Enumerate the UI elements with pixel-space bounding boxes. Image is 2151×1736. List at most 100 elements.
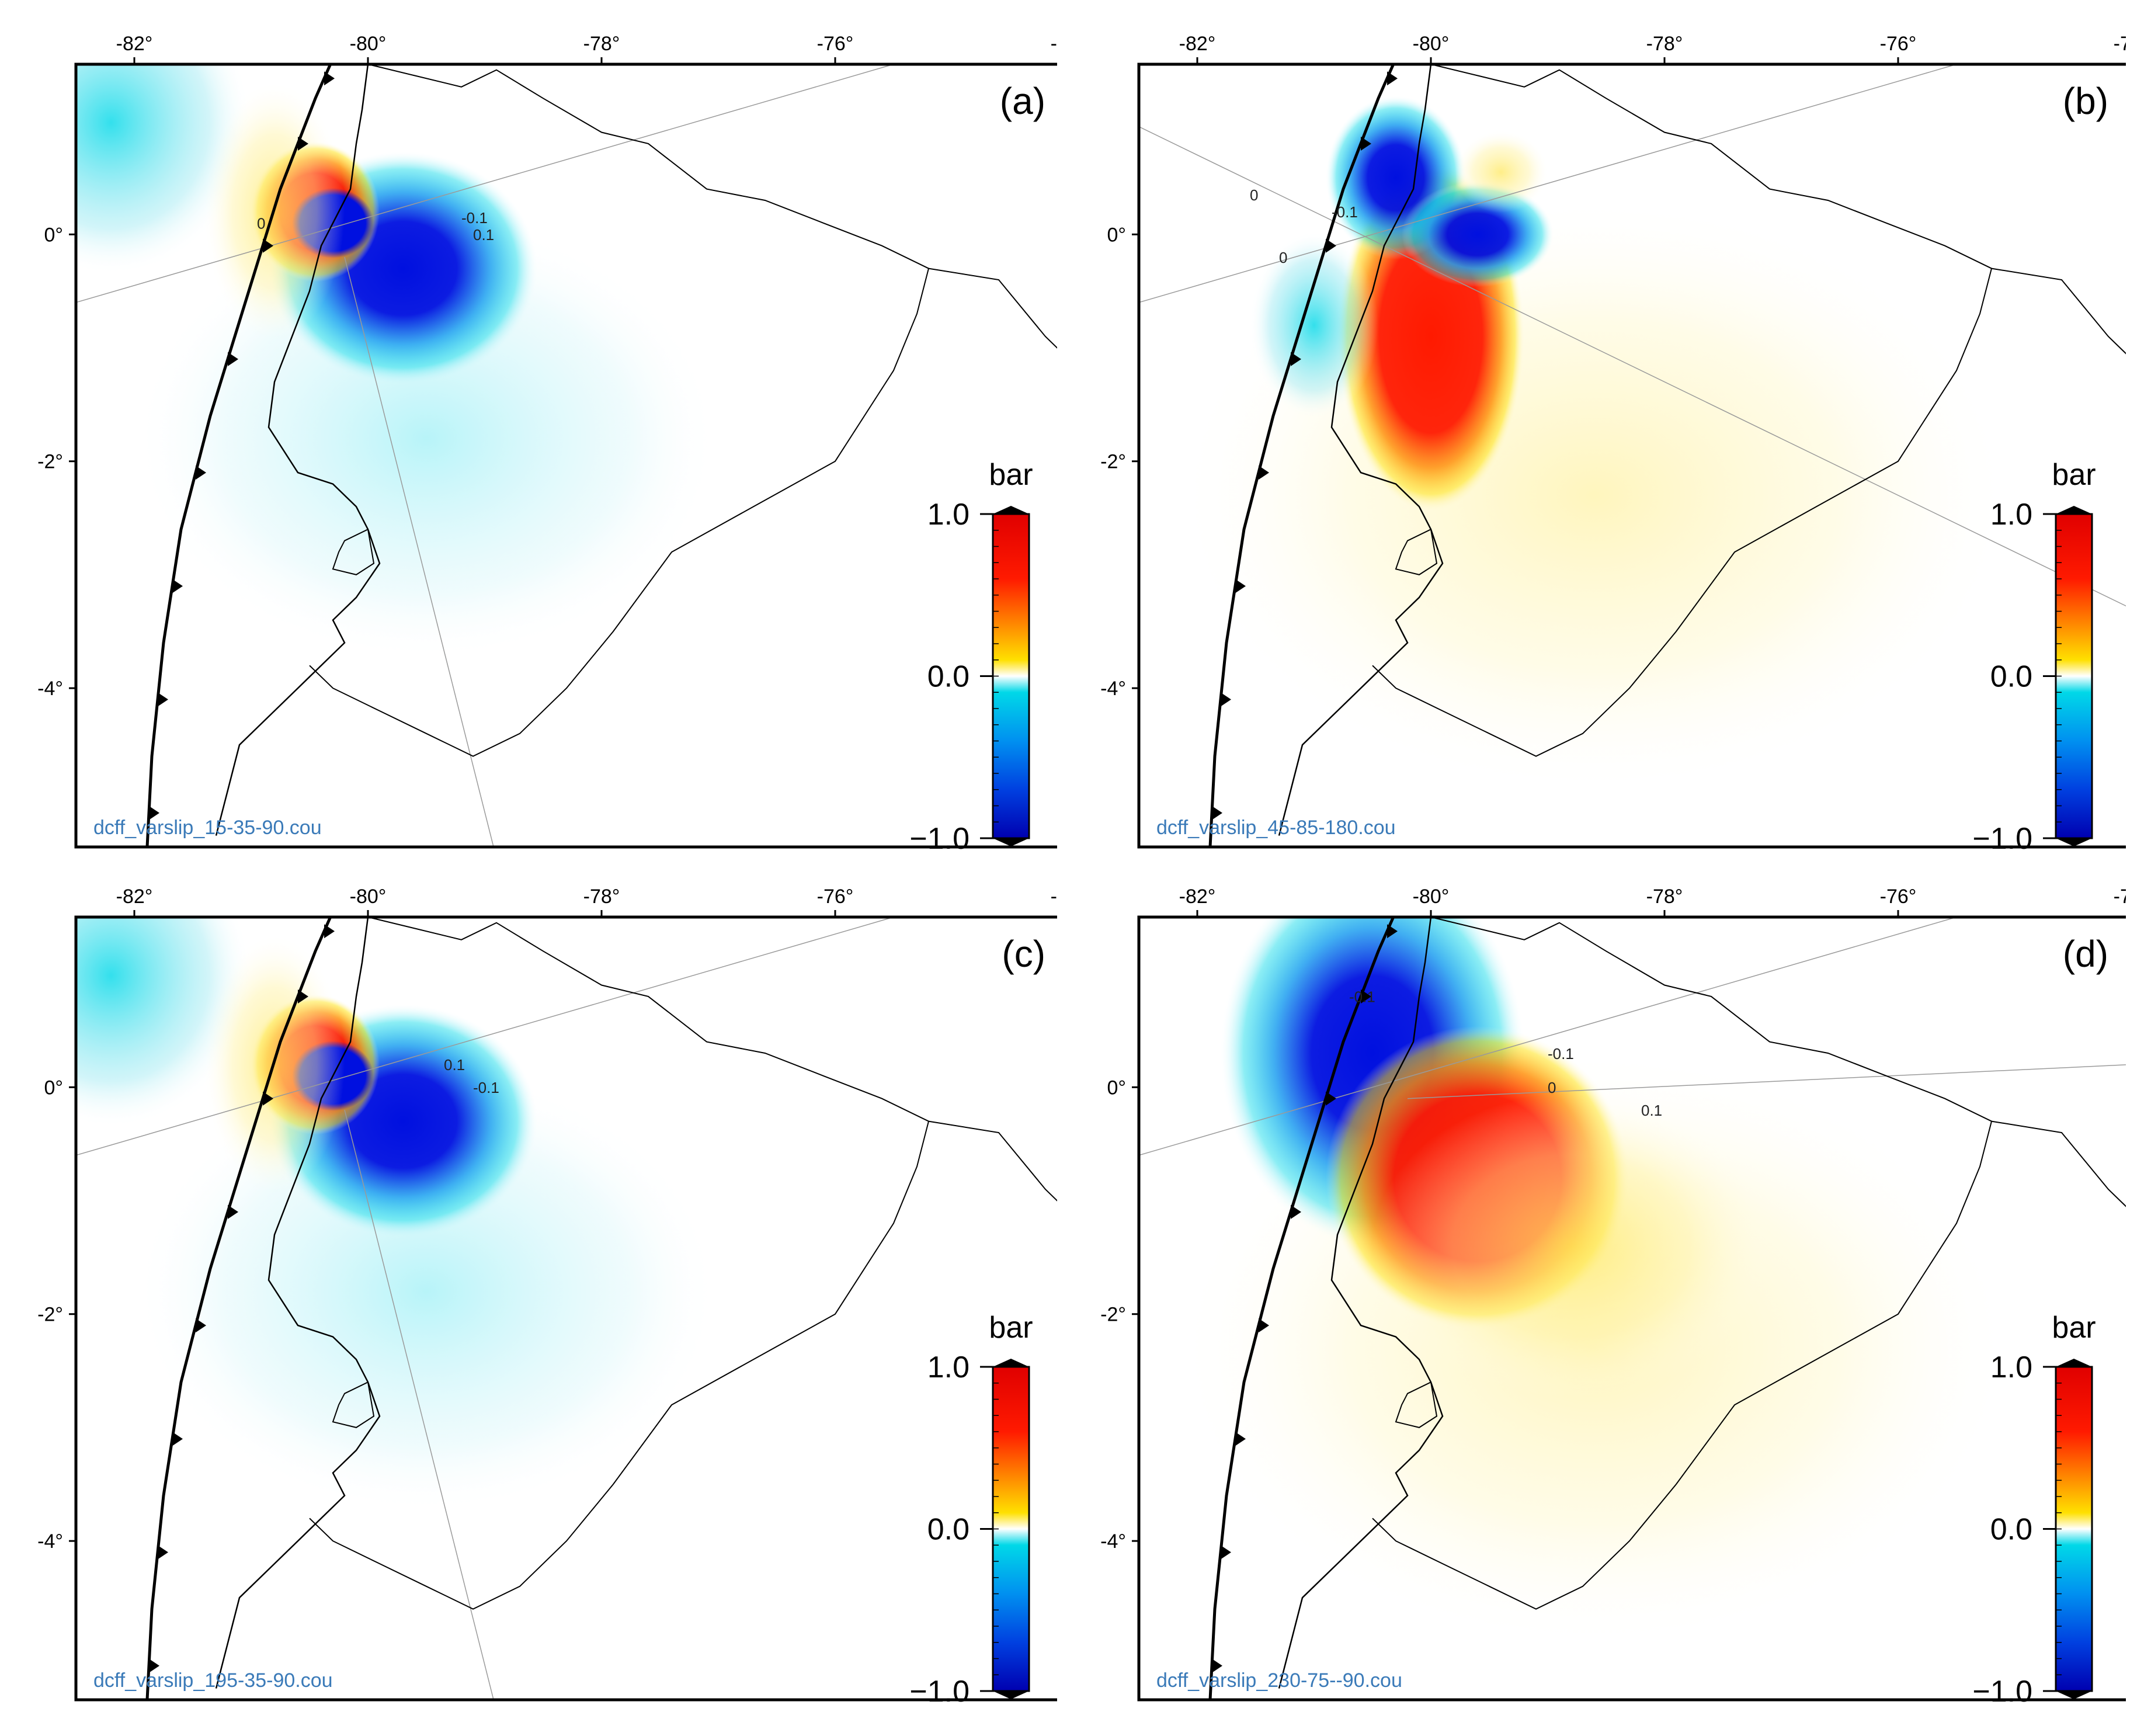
trench-tooth	[228, 1204, 238, 1219]
trench-tooth	[298, 136, 308, 151]
contour-label: 0	[1250, 186, 1258, 204]
y-tick-label: -4°	[1100, 1530, 1126, 1553]
x-tick-label: -82°	[1179, 886, 1216, 908]
colorbar-tick-label: 0.0	[1990, 660, 2032, 694]
panel-b: -82° -80° -78° -76° -74° 0° -2° -4° 0 -0.1 0 (b) dcf…	[1098, 18, 2150, 870]
colorbar-top-cap	[2056, 1359, 2092, 1367]
country-border	[309, 64, 930, 757]
contour-label: -0.1	[1548, 1045, 1574, 1063]
trench-tooth	[324, 71, 335, 86]
trench-tooth	[1259, 466, 1269, 480]
stress-lobe	[1454, 131, 1548, 213]
trench-tooth	[196, 466, 206, 480]
country-border	[1372, 64, 1993, 757]
x-tick-label: -78°	[583, 886, 620, 908]
coastline	[1278, 917, 1444, 1689]
trench-tooth	[1326, 238, 1336, 253]
colorbar-bottom-cap	[2056, 838, 2092, 846]
colorbar-bottom-cap	[2056, 1691, 2092, 1699]
island-outline	[332, 528, 375, 575]
contour-label: 0.1	[1641, 1102, 1662, 1119]
x-tick-label: -78°	[1646, 886, 1683, 908]
stress-lobe	[1372, 1094, 1770, 1398]
trench-tooth	[149, 805, 159, 820]
trench-tooth	[1235, 579, 1246, 593]
map-content: 0 -0.1 0	[1139, 64, 2132, 847]
colorbar-tick-label: 1.0	[1990, 498, 2032, 532]
y-tick-label: -4°	[37, 1530, 63, 1553]
colorbar-tick-label: −1.0	[909, 822, 969, 856]
panel-label: (b)	[2063, 80, 2108, 122]
x-tick-label: -82°	[1179, 33, 1216, 55]
y-tick-label: -4°	[37, 678, 63, 700]
y-tick-label: -2°	[37, 451, 63, 473]
colorbar-tick-label: 1.0	[927, 498, 969, 532]
contour-label: -0.1	[1332, 203, 1358, 221]
trench-tooth	[158, 692, 168, 707]
stress-lobe	[1250, 231, 1378, 419]
panel-label: (c)	[1002, 933, 1045, 975]
colorbar-bottom-cap	[993, 838, 1029, 846]
colorbar-tick-label: 0.0	[927, 660, 969, 694]
nodal-line	[1139, 126, 2132, 609]
colorbar-top-cap	[993, 1359, 1029, 1367]
colorbar	[992, 513, 1030, 839]
nodal-line	[1139, 64, 1957, 303]
trench-tooth	[1259, 1318, 1269, 1333]
trench-tooth	[228, 352, 238, 366]
source-file-label: dcff_varslip_45-85-180.cou	[1156, 817, 1396, 839]
x-tick-label: -80°	[1413, 886, 1450, 908]
panel-a: -82° -80° -78° -76° -74° 0° -2° -4° 0 0.1-0.1 (a) d…	[35, 18, 1087, 870]
nodal-line	[1407, 1064, 2132, 1099]
nodal-line	[344, 1109, 494, 1700]
contour-label: -0.1	[461, 209, 488, 227]
panel-c: -82° -80° -78° -76° -74° 0° -2° -4° 0.1 -0.1 (c) dc…	[35, 870, 1087, 1723]
source-file-label: dcff_varslip_230-75--90.cou	[1156, 1669, 1402, 1692]
colorbar-tick-label: 0.0	[927, 1513, 969, 1547]
trench-tooth	[1212, 805, 1222, 820]
map-d: -82° -80° -78° -76° -74° 0° -2° -4° -0.1 -0.1 0 0.1…	[1100, 886, 2150, 1709]
trench-tooth	[1387, 924, 1398, 939]
trench-tooth	[1212, 1658, 1222, 1673]
colorbar-tick-label: −1.0	[1972, 1675, 2032, 1709]
map-content: 0.1 -0.1	[76, 917, 1069, 1700]
x-tick-label: -82°	[116, 886, 153, 908]
island-outline	[332, 1381, 375, 1428]
colorbar-tick-label: −1.0	[909, 1675, 969, 1709]
map-b: -82° -80° -78° -76° -74° 0° -2° -4° 0 -0.1 0 (b) dcf…	[1100, 33, 2150, 856]
colorbar-tick-label: 1.0	[1990, 1350, 2032, 1384]
trench-tooth	[1361, 136, 1371, 151]
map-content: -0.1 -0.1 0 0.1	[1139, 917, 2132, 1700]
island-outline	[1395, 528, 1438, 575]
trench-tooth	[1326, 1091, 1336, 1106]
colorbar	[2055, 1366, 2093, 1692]
nodal-line	[1139, 917, 1957, 1156]
x-tick-label: -78°	[1646, 33, 1683, 55]
source-file-label: dcff_varslip_195-35-90.cou	[93, 1669, 333, 1692]
trench-tooth	[298, 989, 308, 1004]
country-border	[1991, 1120, 2132, 1213]
y-tick-label: 0°	[44, 1077, 63, 1099]
y-tick-label: -2°	[1100, 451, 1126, 473]
trench-tooth	[1235, 1432, 1246, 1446]
contour-label: 0.1	[444, 1056, 465, 1074]
x-tick-label: -80°	[350, 33, 387, 55]
subduction-trench	[145, 64, 332, 847]
y-tick-label: -4°	[1100, 678, 1126, 700]
y-tick-label: 0°	[1107, 1077, 1126, 1099]
colorbar-bottom-cap	[993, 1691, 1029, 1699]
coastline	[1278, 64, 1444, 836]
subduction-trench	[1208, 917, 1395, 1700]
trench-tooth	[324, 924, 335, 939]
panel-label: (d)	[2063, 933, 2108, 975]
colorbar-top-cap	[2056, 506, 2092, 514]
x-tick-label: -80°	[350, 886, 387, 908]
trench-tooth	[263, 1091, 273, 1106]
country-border	[309, 917, 930, 1610]
trench-tooth	[1221, 1545, 1231, 1560]
x-tick-label: -80°	[1413, 33, 1450, 55]
x-tick-label: -74°	[1051, 33, 1057, 55]
x-tick-label: -74°	[1051, 886, 1057, 908]
nodal-line	[76, 917, 894, 1156]
island-outline	[1395, 1381, 1438, 1428]
